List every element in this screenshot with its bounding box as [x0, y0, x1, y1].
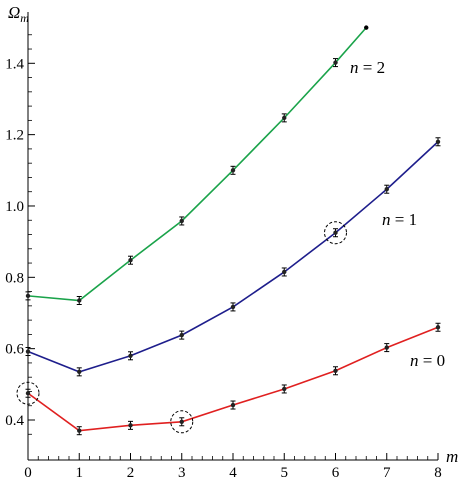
data-point: [77, 298, 82, 303]
data-point: [77, 369, 82, 375]
data-point: [179, 332, 184, 338]
data-point: [435, 325, 441, 330]
data-point: [25, 349, 31, 354]
data-point: [179, 419, 184, 424]
x-tick-label: 4: [229, 465, 237, 478]
x-tick-label: 7: [383, 465, 391, 478]
highlight-circle: [16, 381, 40, 405]
data-point: [333, 368, 338, 373]
series-layer: [16, 25, 441, 436]
x-tick-label: 3: [178, 465, 186, 478]
data-point: [230, 402, 236, 408]
data-point: [128, 353, 133, 358]
data-point: [25, 293, 31, 299]
series-line: [27, 326, 439, 432]
y-axis-label: Ωm: [8, 3, 29, 25]
series-label: n = 1: [382, 210, 417, 229]
data-point: [230, 168, 236, 173]
highlight-circle: [170, 410, 194, 434]
axes: [27, 12, 439, 461]
series-label: n = 0: [410, 351, 445, 370]
y-tick-label: 0.4: [5, 413, 24, 429]
series-line: [27, 141, 439, 373]
y-tick-label: 1.2: [5, 128, 24, 144]
data-point: [384, 345, 389, 350]
data-point: [179, 218, 184, 224]
y-tick-label: 0.6: [5, 342, 24, 358]
x-tick-label: 1: [76, 465, 84, 478]
data-point: [333, 230, 338, 235]
x-tick-label: 0: [24, 465, 32, 478]
x-tick-label: 6: [332, 465, 340, 478]
data-point-end: [364, 25, 369, 30]
data-point: [282, 115, 287, 121]
data-point: [384, 187, 389, 192]
y-tick-label: 1.4: [5, 56, 24, 72]
x-tick-label: 8: [434, 465, 442, 478]
series-label: n = 2: [350, 58, 385, 77]
labels-layer: 0 1 2 3 4 5 6 7 8 0.4 0.6 0.8 1.0 1.2 1.4 Ωm m n = 0 n = 1…: [5, 3, 458, 478]
data-point: [333, 60, 338, 65]
data-point: [282, 386, 287, 392]
x-tick-label: 2: [127, 465, 135, 478]
data-point: [77, 428, 82, 433]
y-tick-label: 1.0: [5, 199, 24, 215]
data-point: [282, 269, 287, 275]
highlight-circle: [324, 221, 347, 245]
x-axis-label: m: [446, 447, 458, 466]
data-point: [230, 304, 236, 310]
y-tick-label: 0.8: [5, 270, 24, 286]
data-point: [435, 139, 441, 144]
data-point: [128, 257, 133, 263]
data-point: [25, 391, 31, 396]
data-point: [128, 423, 133, 428]
series-line: [27, 27, 367, 302]
x-tick-label: 5: [281, 465, 289, 478]
